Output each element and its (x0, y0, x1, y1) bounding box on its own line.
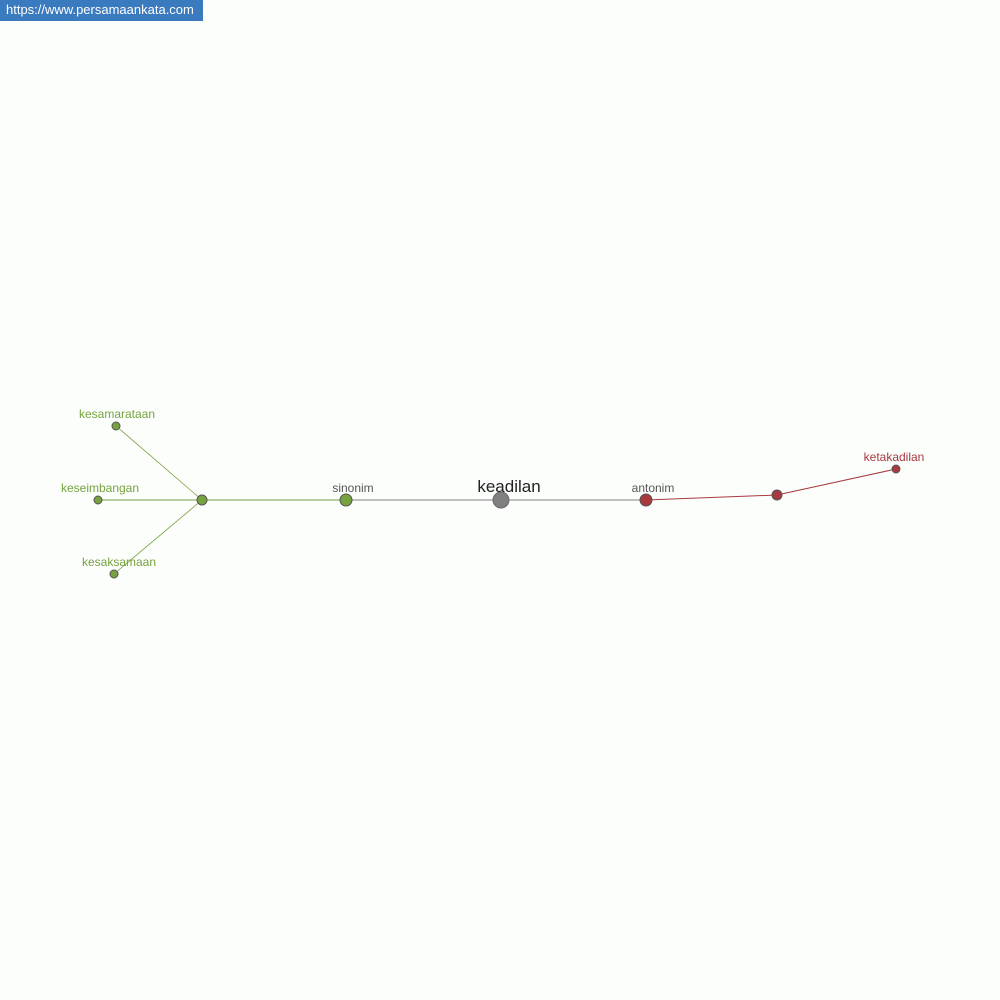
label-antonim: antonim (632, 481, 675, 495)
node-kesaksamaan[interactable] (109, 569, 119, 579)
edge-branch-ketakadilan (776, 468, 897, 496)
node-kesamarataan[interactable] (111, 421, 121, 431)
label-sinonim: sinonim (332, 481, 373, 495)
node-keadilan[interactable] (492, 491, 510, 509)
label-ketakadilan: ketakadilan (864, 450, 925, 464)
edge-antonim-branch (645, 494, 778, 501)
label-keadilan: keadilan (477, 477, 540, 496)
label-keseimbangan: keseimbangan (61, 481, 139, 495)
node-keseimbangan[interactable] (93, 495, 103, 505)
edge-branch-kesaksamaan (113, 499, 203, 575)
node-ketakadilan[interactable] (891, 464, 901, 474)
node-sinonim[interactable] (339, 493, 353, 507)
node-antonym-branch[interactable] (771, 489, 783, 501)
edge-branch-kesamarataan (115, 425, 203, 501)
watermark-link[interactable]: https://www.persamaankata.com (0, 0, 203, 21)
label-kesamarataan: kesamarataan (79, 407, 155, 421)
node-antonim[interactable] (639, 493, 653, 507)
node-synonym-branch[interactable] (196, 494, 208, 506)
label-kesaksamaan: kesaksamaan (82, 555, 156, 569)
